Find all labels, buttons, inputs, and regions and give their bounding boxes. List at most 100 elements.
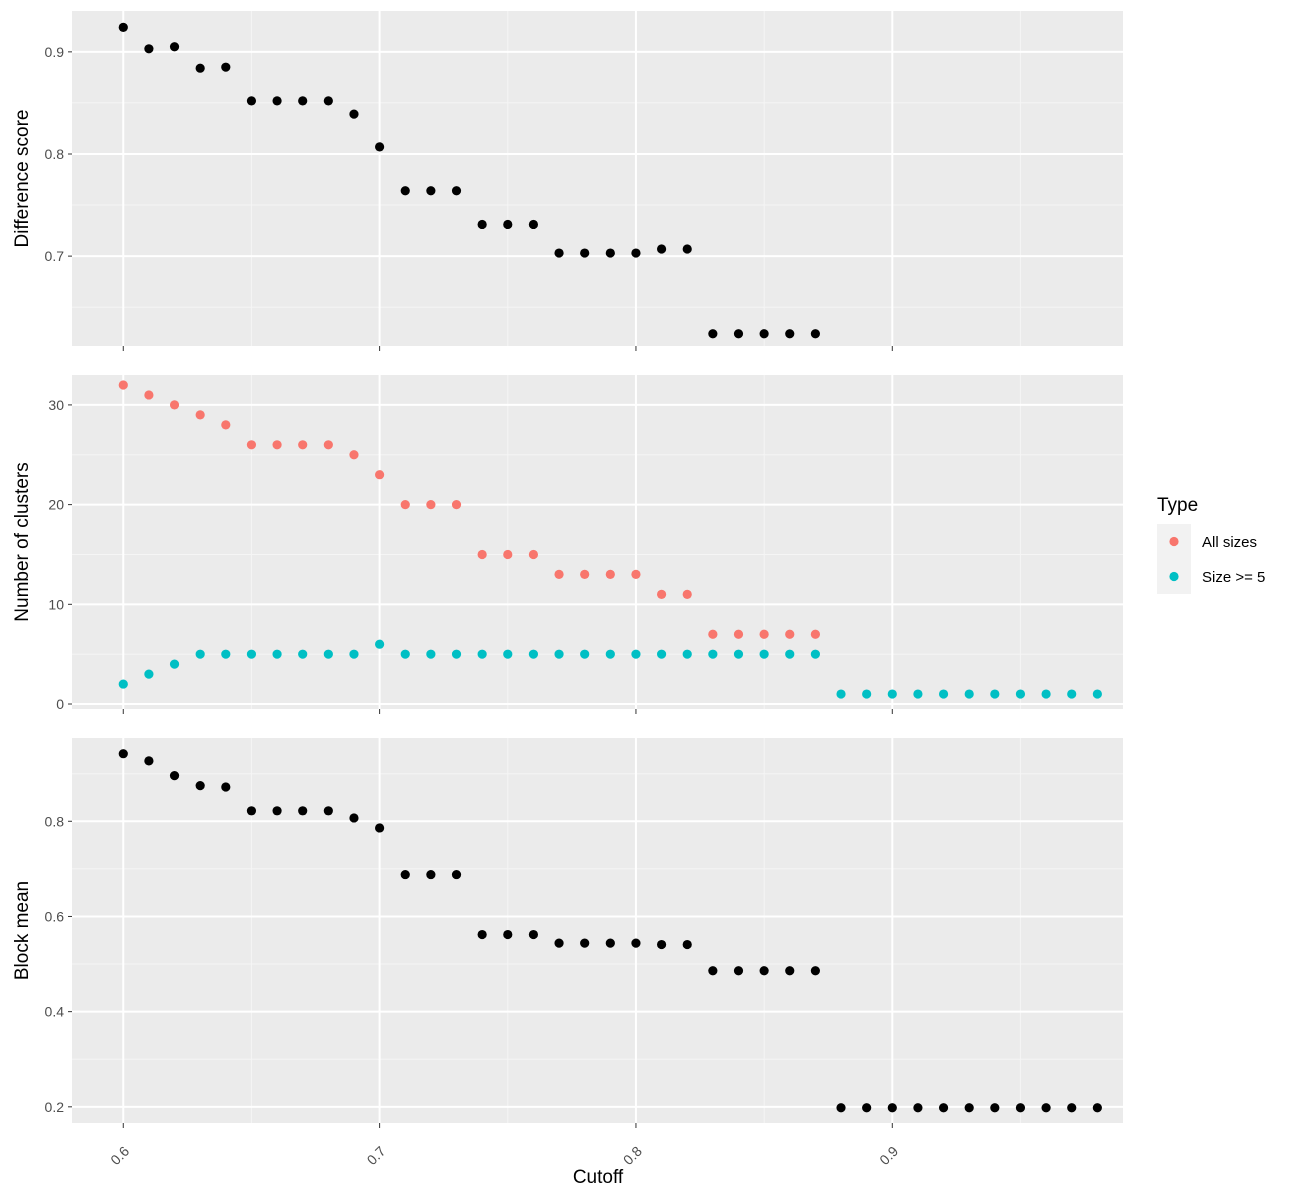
data-point — [990, 1103, 1000, 1113]
y-axis-title: Block mean — [12, 881, 33, 980]
y-tick-label: 0.7 — [45, 248, 65, 264]
panel-3: 0.2 0.4 0.6 0.8 0.6 0.7 0.8 0.9 Block mean — [12, 738, 1123, 1168]
data-point — [349, 813, 359, 823]
data-point — [913, 1103, 923, 1113]
data-point — [144, 756, 154, 766]
data-point — [631, 569, 641, 580]
data-point — [503, 649, 513, 659]
data-point — [785, 966, 795, 976]
legend-label: All sizes — [1202, 534, 1257, 551]
y-tick-label: 0.8 — [45, 813, 65, 829]
data-point — [323, 649, 333, 659]
data-point — [451, 869, 462, 880]
data-point — [272, 806, 282, 816]
y-tick-label: 0.9 — [45, 44, 65, 60]
data-point — [375, 142, 385, 152]
data-point — [349, 450, 359, 460]
data-point — [169, 42, 180, 52]
x-tick-label: 0.7 — [364, 1143, 389, 1168]
data-point — [785, 329, 795, 339]
data-point — [708, 629, 718, 639]
data-point — [323, 806, 333, 816]
panel-2: 0 10 20 30 Number of clusters — [12, 375, 1123, 714]
data-point — [451, 500, 462, 510]
data-point — [656, 649, 667, 659]
data-point — [682, 649, 692, 659]
data-point — [759, 629, 769, 639]
data-point — [990, 689, 1000, 699]
data-point — [810, 649, 820, 659]
data-point — [195, 780, 205, 791]
y-tick-label: 20 — [48, 497, 64, 513]
data-point — [221, 420, 231, 430]
y-tick-label: 30 — [48, 397, 64, 413]
data-point — [631, 649, 641, 659]
series-all-sizes — [118, 380, 820, 639]
data-point — [1067, 689, 1077, 699]
data-point — [477, 219, 487, 230]
data-point — [503, 929, 513, 940]
y-axis-title: Difference score — [12, 110, 33, 248]
data-point — [759, 649, 769, 659]
data-point — [221, 782, 231, 792]
data-point — [733, 649, 744, 659]
data-point — [605, 649, 615, 659]
data-point — [810, 629, 820, 639]
data-point — [118, 380, 128, 390]
y-tick-label: 0.8 — [45, 146, 65, 162]
data-point — [682, 589, 692, 599]
data-point — [656, 939, 667, 950]
x-axis-title: Cutoff — [573, 1167, 624, 1188]
data-point — [656, 589, 667, 599]
legend-key-point — [1169, 536, 1179, 547]
data-point — [400, 869, 410, 880]
data-point — [1067, 1103, 1077, 1113]
data-point — [964, 1103, 974, 1113]
data-point — [1092, 1103, 1102, 1113]
data-point — [708, 649, 718, 659]
data-point — [144, 669, 154, 679]
data-point — [554, 938, 564, 948]
data-point — [272, 440, 282, 450]
y-axis-title: Number of clusters — [12, 462, 33, 621]
data-point — [426, 649, 436, 659]
series-1 — [118, 749, 1102, 1113]
data-point — [631, 248, 641, 258]
data-point — [528, 929, 539, 940]
panel-1: 0.7 0.8 0.9 Difference score — [12, 11, 1123, 351]
data-point — [605, 938, 615, 948]
data-point — [118, 749, 128, 759]
data-point — [298, 96, 308, 106]
data-point — [298, 649, 308, 659]
data-point — [246, 649, 257, 659]
data-point — [1015, 689, 1026, 699]
data-point — [580, 569, 590, 580]
legend-title: Type — [1157, 495, 1198, 516]
data-point — [477, 549, 487, 560]
data-point — [118, 679, 128, 689]
data-point — [195, 63, 205, 73]
legend: Type All sizes Size >= 5 — [1157, 495, 1265, 594]
y-tick-label: 0 — [56, 696, 64, 712]
data-point — [554, 248, 564, 258]
data-point — [580, 649, 590, 659]
data-point — [298, 440, 308, 450]
data-point — [272, 96, 282, 106]
data-point — [759, 329, 769, 339]
data-point — [246, 806, 257, 816]
data-point — [451, 186, 462, 196]
data-point — [708, 329, 718, 339]
data-point — [375, 470, 385, 480]
panel-background — [72, 11, 1123, 346]
data-point — [195, 649, 205, 659]
data-point — [580, 938, 590, 948]
data-point — [221, 649, 231, 659]
data-point — [1041, 1103, 1051, 1113]
data-point — [528, 219, 539, 230]
y-tick-label: 10 — [48, 596, 64, 612]
data-point — [862, 1103, 872, 1113]
data-point — [169, 770, 180, 781]
data-point — [938, 1103, 949, 1113]
data-point — [528, 649, 539, 659]
